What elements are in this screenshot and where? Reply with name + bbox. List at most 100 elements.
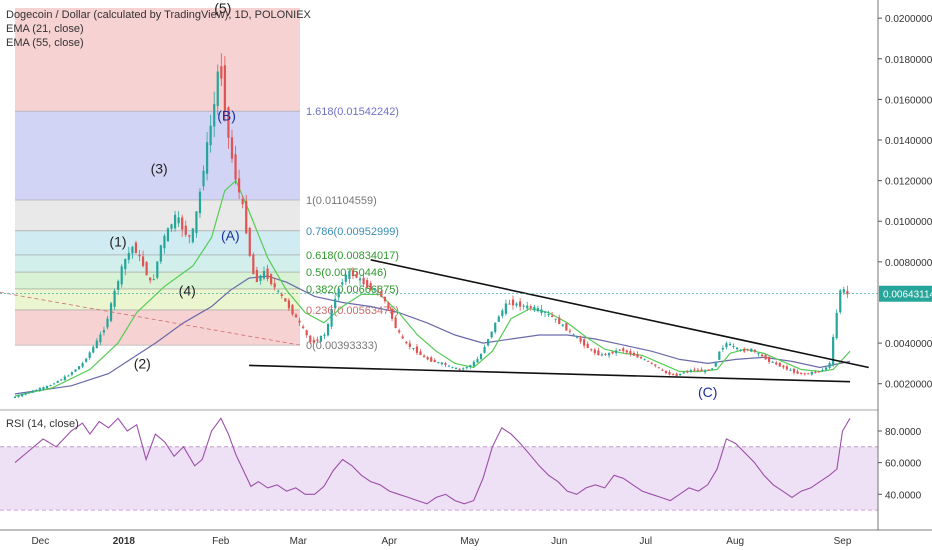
candle-body (408, 343, 411, 347)
candle-body (106, 318, 109, 328)
candle-body (472, 361, 475, 367)
candle-body (198, 191, 202, 214)
candle-body (636, 354, 639, 358)
candle-body (262, 271, 266, 279)
candle-body (141, 256, 145, 267)
candle-body (437, 362, 440, 364)
fib-band (15, 200, 300, 231)
candle-body (120, 266, 123, 285)
candle-body (163, 235, 166, 249)
candle-body (817, 371, 821, 373)
chart-title: Dogecoin / Dollar (calculated by Trading… (6, 9, 311, 21)
ema-55-line (14, 275, 851, 395)
candle-body (600, 354, 604, 356)
candle-body (159, 245, 162, 262)
candle-body (191, 228, 194, 243)
candle-body (479, 354, 483, 360)
wave-label: (1) (109, 234, 126, 250)
x-tick-label: Apr (381, 536, 397, 547)
candle-body (177, 217, 180, 224)
candle-body (270, 274, 273, 284)
fibonacci-bands (15, 8, 300, 346)
candle-body (707, 369, 710, 371)
candle-body (387, 302, 390, 309)
candle-body (714, 361, 717, 367)
candle-body (832, 336, 835, 365)
candle-body (668, 372, 671, 375)
fib-label: 1(0.01104559) (306, 195, 377, 207)
candle-body (302, 326, 305, 329)
ema55-legend: EMA (55, close) (6, 37, 84, 49)
candle-body (558, 317, 561, 325)
candle-body (230, 137, 234, 159)
candle-body (757, 352, 760, 354)
ema-21-line (14, 179, 851, 397)
candle-body (615, 350, 618, 354)
candle-body (358, 278, 362, 281)
candle-body (166, 228, 170, 242)
candle-body (661, 369, 664, 371)
candle-body (671, 374, 675, 376)
candle-body (21, 394, 24, 397)
candle-body (131, 246, 134, 254)
fib-band (15, 230, 300, 255)
rsi-band (0, 446, 878, 511)
candle-body (778, 362, 781, 367)
candle-body (664, 370, 668, 374)
candle-body (828, 363, 831, 368)
candle-body (181, 217, 184, 230)
candle-body (28, 392, 31, 394)
candle-body (35, 389, 38, 391)
dashed-trend (0, 291, 301, 346)
candle-body (501, 310, 504, 316)
candle-body (430, 357, 433, 362)
rsi-panel (0, 409, 878, 511)
candle-body (369, 283, 372, 290)
candle-body (497, 316, 500, 322)
candle-body (593, 349, 596, 354)
x-tick-label: Dec (31, 536, 49, 547)
candle-body (583, 339, 586, 346)
candle-body (462, 368, 465, 370)
candle-body (490, 331, 493, 338)
candle-body (337, 288, 340, 298)
candle-body (209, 125, 212, 146)
candle-body (465, 367, 468, 369)
fibonacci-labels: 1.618(0.01542242) 1(0.01104559) 0.786(0.00… (306, 106, 399, 352)
wave-label: (5) (214, 0, 231, 16)
candle-body (728, 343, 732, 346)
candle-body (454, 367, 458, 370)
candle-body (426, 357, 429, 360)
candle-body (764, 354, 767, 360)
trendline (370, 259, 869, 369)
wave-labels: (5) (B) (3) (A) (1) (4) (2) (C) (109, 0, 717, 400)
candle-body (700, 369, 703, 372)
wave-label: (C) (698, 384, 717, 400)
candle-body (622, 348, 625, 352)
candle-body (241, 199, 244, 205)
candle-body (679, 373, 682, 376)
candle-body (796, 371, 799, 374)
candle-body (362, 277, 365, 285)
candle-body (145, 262, 148, 276)
candle-body (575, 337, 579, 339)
fib-label: 1.618(0.01542242) (306, 106, 399, 118)
chart-legend: Dogecoin / Dollar (calculated by Trading… (6, 8, 311, 50)
candle-body (149, 277, 152, 281)
candle-body (351, 270, 355, 277)
candle-body (316, 339, 319, 341)
candle-body (245, 200, 248, 234)
fib-label: 0.786(0.00952999) (306, 226, 399, 238)
candle-body (494, 322, 497, 333)
candle-body (355, 273, 358, 278)
candle-body (24, 393, 27, 395)
trendline (249, 364, 851, 383)
candle-body (643, 359, 646, 361)
candle-body (618, 349, 621, 351)
fib-label: 0(0.00393333) (306, 340, 378, 352)
candle-body (383, 296, 387, 302)
candle-body (205, 142, 209, 174)
ema21-legend: EMA (21, close) (6, 23, 84, 35)
